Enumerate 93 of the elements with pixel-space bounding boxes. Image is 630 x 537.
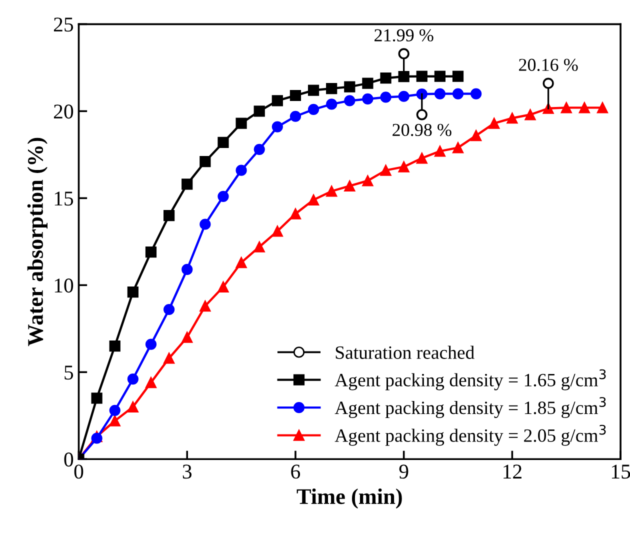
point xyxy=(182,178,193,190)
y-tick-label: 20 xyxy=(54,104,74,119)
point xyxy=(127,374,138,385)
point xyxy=(145,377,157,388)
point xyxy=(326,186,338,197)
annotation: 20.16 % xyxy=(519,58,578,72)
point xyxy=(127,401,138,412)
point xyxy=(236,256,247,268)
point xyxy=(398,161,410,172)
point xyxy=(326,82,338,94)
point xyxy=(91,432,102,444)
annotation: 21.99 % xyxy=(374,29,434,42)
x-tick-label: 3 xyxy=(182,464,192,479)
legend-label: Agent packing density = 1.65 g/cm$^{3}$ xyxy=(334,369,606,390)
point xyxy=(560,102,572,114)
point xyxy=(200,218,211,230)
point xyxy=(145,338,157,350)
point xyxy=(470,88,482,100)
x-tick-label: 12 xyxy=(504,464,522,478)
point xyxy=(542,78,554,89)
legend-label: Agent packing density = 1.85 g/cm$^{3}$ xyxy=(334,397,606,418)
point xyxy=(163,210,175,222)
point xyxy=(362,78,374,89)
point xyxy=(254,241,265,252)
point xyxy=(380,164,392,176)
point xyxy=(290,208,302,220)
x-tick-label: 15 xyxy=(612,464,630,479)
x-tick-label: 0 xyxy=(74,464,84,479)
point xyxy=(362,175,374,186)
point xyxy=(109,340,120,352)
point xyxy=(380,92,392,103)
point xyxy=(236,118,247,129)
point xyxy=(272,95,283,106)
point xyxy=(434,70,446,82)
point xyxy=(272,226,283,237)
point xyxy=(452,70,464,82)
point xyxy=(344,180,356,192)
point xyxy=(182,332,193,343)
point xyxy=(308,104,320,115)
y-axis-title: Water absorption (%) xyxy=(27,138,48,346)
point xyxy=(308,194,320,206)
point xyxy=(308,84,320,96)
point xyxy=(200,156,211,168)
point xyxy=(470,130,482,142)
point xyxy=(452,142,464,154)
point xyxy=(272,121,283,132)
point xyxy=(254,106,265,117)
point xyxy=(506,112,518,124)
point xyxy=(218,190,229,202)
point xyxy=(163,304,175,316)
point xyxy=(380,72,392,84)
point xyxy=(326,98,338,110)
y-tick-label: 15 xyxy=(54,192,74,206)
point xyxy=(344,95,356,106)
point xyxy=(236,164,247,176)
point xyxy=(290,110,302,122)
x-tick-label: 6 xyxy=(291,464,300,479)
point xyxy=(578,102,590,114)
point xyxy=(596,102,608,114)
legend-label: Saturation reached xyxy=(336,346,474,359)
x-axis-title: Time (min) xyxy=(296,488,402,509)
point xyxy=(398,90,410,102)
point xyxy=(163,352,175,364)
y-tick-label: 0 xyxy=(64,452,74,467)
point xyxy=(91,392,102,404)
annotation: 20.98 % xyxy=(392,124,452,136)
point xyxy=(416,109,428,120)
point xyxy=(218,136,229,148)
y-tick-label: 25 xyxy=(54,18,74,32)
legend-label: Agent packing density = 2.05 g/cm$^{3}$ xyxy=(334,424,606,446)
point xyxy=(182,264,193,276)
point xyxy=(254,144,265,155)
point xyxy=(398,70,410,82)
y-tick-label: 10 xyxy=(54,278,74,293)
point xyxy=(488,118,500,129)
point xyxy=(452,88,464,100)
point xyxy=(200,300,211,312)
point xyxy=(109,404,120,416)
point xyxy=(145,246,157,258)
point xyxy=(127,286,138,298)
point xyxy=(362,93,374,105)
y-tick-label: 5 xyxy=(64,366,74,380)
point xyxy=(434,88,446,100)
point xyxy=(398,48,410,60)
point xyxy=(416,70,428,82)
point xyxy=(218,281,229,292)
point xyxy=(344,81,356,92)
point xyxy=(416,152,428,164)
point xyxy=(524,109,536,120)
x-tick-label: 9 xyxy=(399,464,408,479)
point xyxy=(290,90,302,102)
point xyxy=(109,415,120,426)
point xyxy=(434,146,446,157)
